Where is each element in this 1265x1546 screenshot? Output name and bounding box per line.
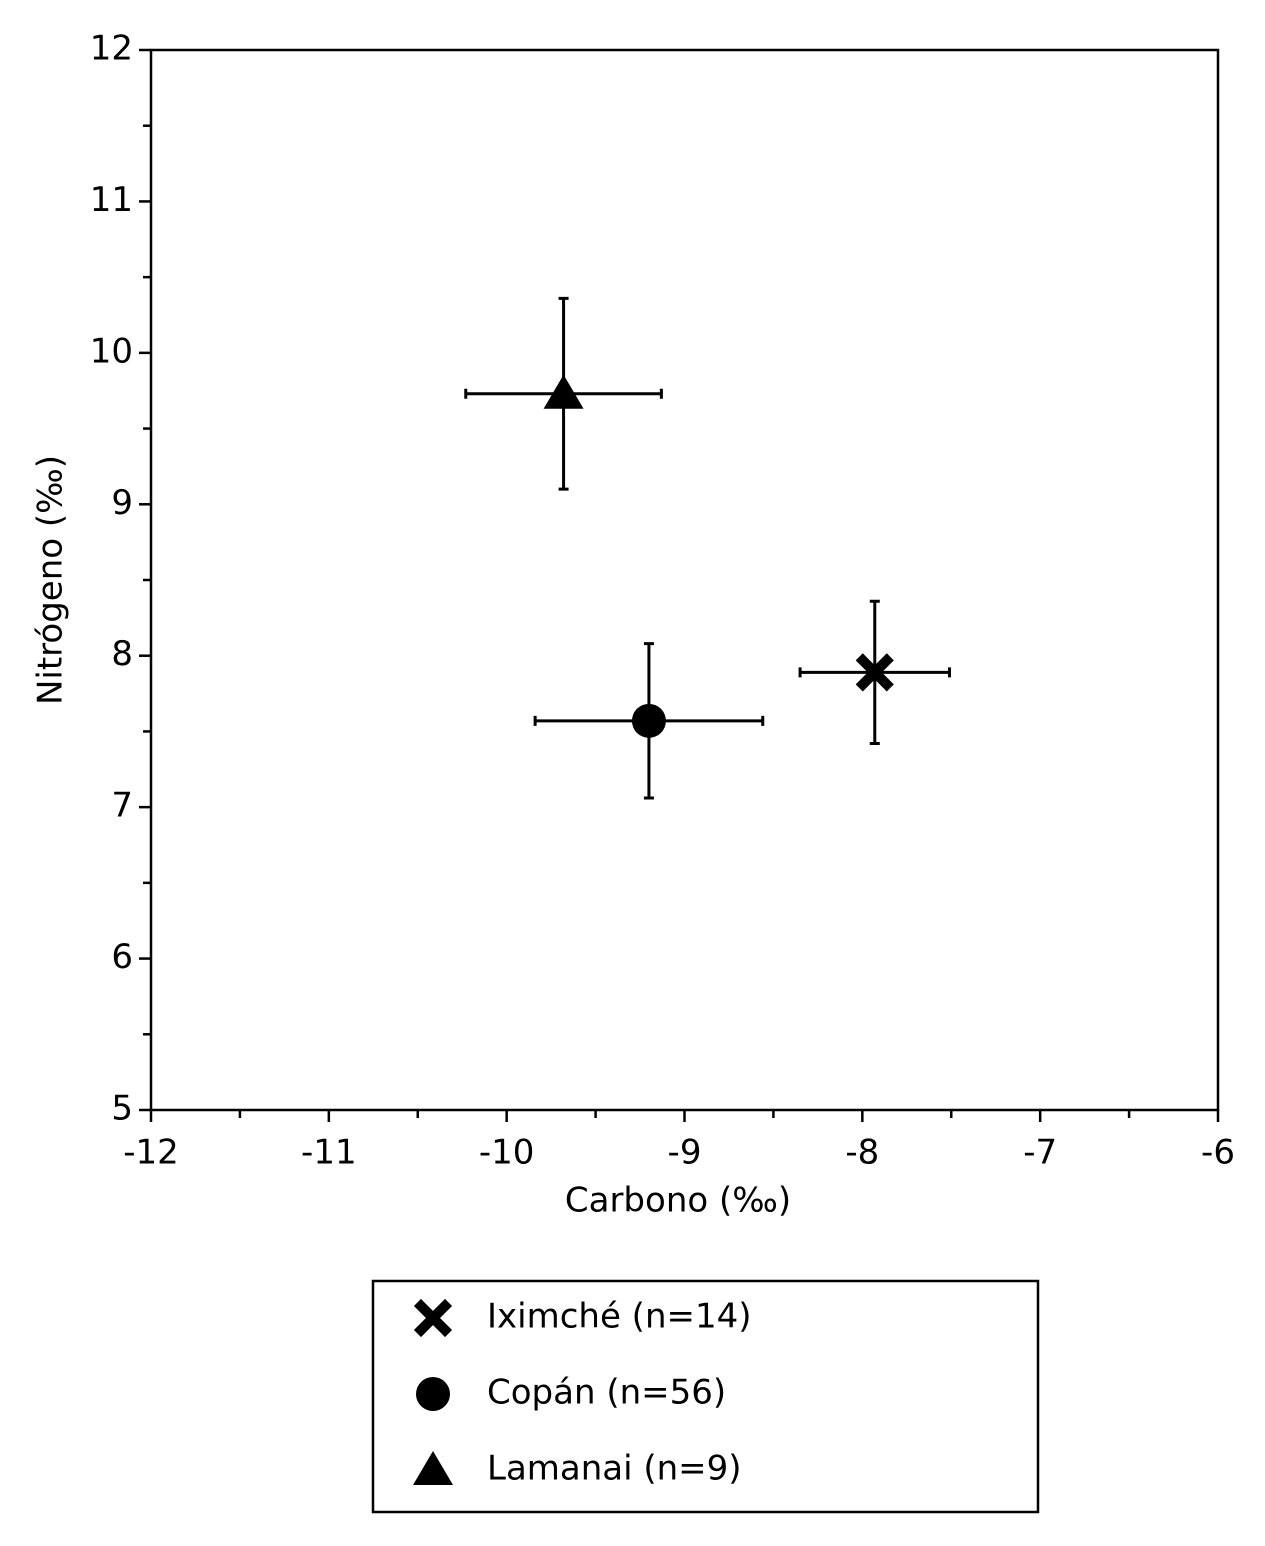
x-tick-label: -8 (845, 1133, 879, 1173)
y-tick-label: 8 (111, 634, 133, 674)
y-tick-label: 6 (111, 937, 133, 977)
point (543, 374, 584, 409)
y-tick-label: 12 (90, 29, 133, 69)
legend-label: Copán (n=56) (487, 1373, 726, 1413)
x-tick-label: -7 (1023, 1133, 1057, 1173)
y-tick-label: 11 (90, 180, 133, 220)
point (855, 653, 894, 692)
legend-marker (416, 1377, 450, 1411)
y-tick-label: 7 (111, 786, 133, 826)
legend-label: Iximché (n=14) (487, 1297, 752, 1337)
x-tick-label: -9 (668, 1133, 702, 1173)
legend-marker (413, 1298, 453, 1338)
x-tick-label: -11 (301, 1133, 357, 1173)
legend-marker (413, 1451, 453, 1485)
x-tick-label: -12 (123, 1133, 179, 1173)
legend-label: Lamanai (n=9) (487, 1449, 742, 1489)
y-tick-label: 10 (90, 331, 133, 371)
x-tick-label: -6 (1201, 1133, 1235, 1173)
plot-frame (149, 48, 1220, 1112)
y-tick-label: 9 (111, 483, 133, 523)
y-axis-label: Nitrógeno (‰) (31, 455, 71, 705)
legend-box (371, 1279, 1040, 1514)
point (631, 703, 666, 738)
x-tick-label: -10 (479, 1133, 535, 1173)
y-tick-label: 5 (111, 1089, 133, 1129)
x-axis-label: Carbono (‰) (565, 1181, 791, 1221)
